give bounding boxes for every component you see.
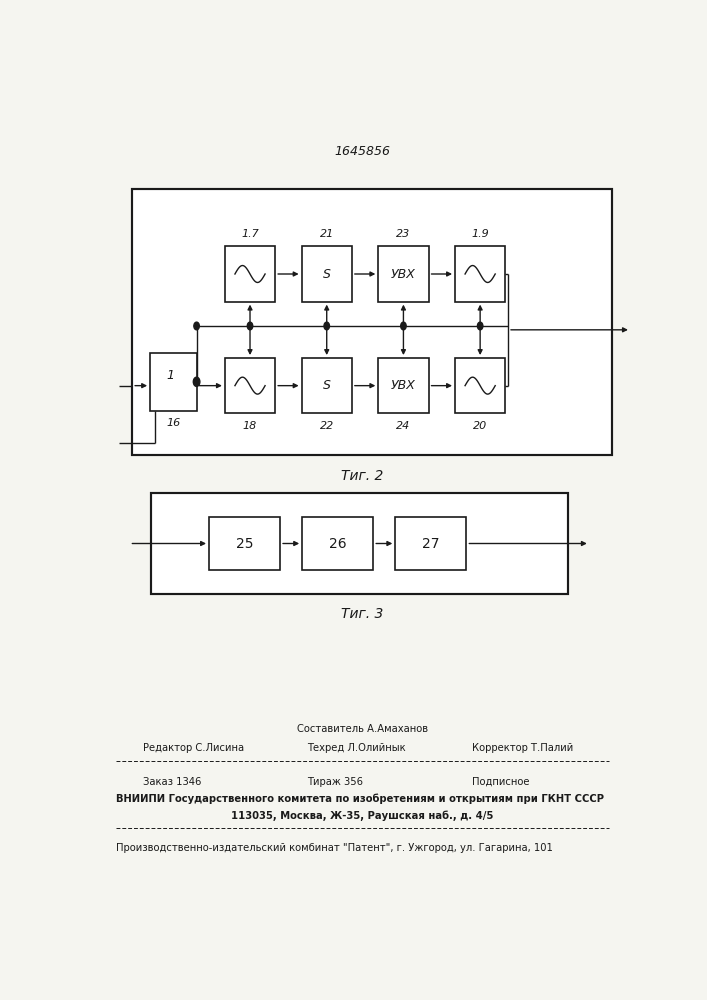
Text: 26: 26 xyxy=(329,536,346,550)
Bar xyxy=(301,246,352,302)
Bar xyxy=(132,189,612,455)
Text: Техред Л.Олийнык: Техред Л.Олийнык xyxy=(308,743,406,753)
Text: Заказ 1346: Заказ 1346 xyxy=(144,777,201,787)
Text: S: S xyxy=(323,379,331,392)
Circle shape xyxy=(193,377,200,386)
Circle shape xyxy=(324,322,329,330)
Text: 25: 25 xyxy=(235,536,253,550)
Text: 23: 23 xyxy=(397,229,411,239)
Text: Составитель А.Амаханов: Составитель А.Амаханов xyxy=(297,724,428,734)
Text: ВНИИПИ Государственного комитета по изобретениям и открытиям при ГКНТ СССР: ВНИИПИ Государственного комитета по изоб… xyxy=(116,794,604,804)
Text: Тираж 356: Тираж 356 xyxy=(308,777,363,787)
Bar xyxy=(455,246,506,302)
Text: УВХ: УВХ xyxy=(391,379,416,392)
Bar xyxy=(378,358,428,413)
Text: Производственно-издательский комбинат "Патент", г. Ужгород, ул. Гагарина, 101: Производственно-издательский комбинат "П… xyxy=(116,843,553,853)
Text: 16: 16 xyxy=(166,418,180,428)
Circle shape xyxy=(477,322,483,330)
Bar xyxy=(209,517,280,570)
Bar xyxy=(378,246,428,302)
Text: 21: 21 xyxy=(320,229,334,239)
Circle shape xyxy=(401,322,406,330)
Text: S: S xyxy=(323,267,331,280)
Circle shape xyxy=(247,322,253,330)
Bar xyxy=(151,493,568,594)
Bar xyxy=(302,517,373,570)
Text: 20: 20 xyxy=(473,421,487,431)
Circle shape xyxy=(194,322,199,330)
Text: 18: 18 xyxy=(243,421,257,431)
Text: 1.7: 1.7 xyxy=(241,229,259,239)
Bar xyxy=(150,353,197,411)
Text: Подписное: Подписное xyxy=(472,777,530,787)
Text: 1: 1 xyxy=(167,369,175,382)
Bar xyxy=(395,517,467,570)
Bar xyxy=(455,358,506,413)
Text: 22: 22 xyxy=(320,421,334,431)
Text: 113035, Москва, Ж-35, Раушская наб., д. 4/5: 113035, Москва, Ж-35, Раушская наб., д. … xyxy=(231,811,493,821)
Text: 1.9: 1.9 xyxy=(472,229,489,239)
Bar xyxy=(225,358,275,413)
Text: Τиг. 3: Τиг. 3 xyxy=(341,607,383,621)
Bar xyxy=(301,358,352,413)
Text: Редактор С.Лисина: Редактор С.Лисина xyxy=(144,743,245,753)
Text: Корректор Т.Палий: Корректор Т.Палий xyxy=(472,743,573,753)
Text: Τиг. 2: Τиг. 2 xyxy=(341,469,383,483)
Text: 27: 27 xyxy=(422,536,440,550)
Text: 1645856: 1645856 xyxy=(334,145,390,158)
Bar xyxy=(225,246,275,302)
Text: УВХ: УВХ xyxy=(391,267,416,280)
Text: 24: 24 xyxy=(397,421,411,431)
